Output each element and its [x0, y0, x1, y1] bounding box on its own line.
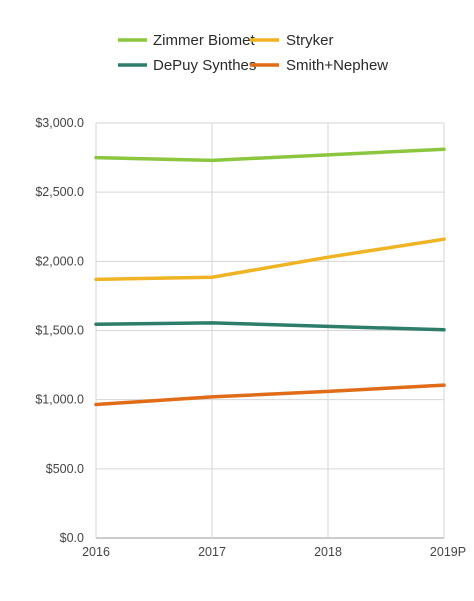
series-line-depuy-synthes: [94, 321, 446, 332]
series-line-smith-nephew: [94, 383, 446, 407]
legend-label: Zimmer Biomet: [153, 32, 256, 49]
legend-label: Smith+Nephew: [286, 57, 388, 74]
legend-label: Stryker: [286, 32, 334, 49]
x-tick-label: 2019P: [430, 545, 466, 559]
series-line-zimmer-biomet: [94, 147, 446, 163]
y-tick-label: $2,500.0: [35, 185, 84, 199]
gridlines: [95, 122, 445, 539]
series-lines: [94, 147, 446, 407]
legend-label: DePuy Synthes: [153, 57, 256, 74]
y-tick-label: $1,500.0: [35, 324, 84, 338]
x-tick-label: 2018: [314, 545, 342, 559]
y-tick-label: $1,000.0: [35, 393, 84, 407]
y-tick-label: $3,000.0: [35, 116, 84, 130]
legend: Zimmer Biomet Stryker DePuy Synthes Smith+N…: [118, 32, 388, 74]
x-tick-label: 2016: [82, 545, 110, 559]
x-axis-ticks: 2016 2017 2018 2019P: [82, 545, 466, 559]
series-line-stryker: [94, 237, 446, 282]
y-tick-label: $500.0: [46, 462, 84, 476]
y-axis-ticks: $0.0 $500.0 $1,000.0 $1,500.0 $2,000.0 $2,500…: [35, 116, 84, 545]
y-tick-label: $2,000.0: [35, 254, 84, 268]
y-tick-label: $0.0: [60, 531, 84, 545]
x-tick-label: 2017: [198, 545, 226, 559]
